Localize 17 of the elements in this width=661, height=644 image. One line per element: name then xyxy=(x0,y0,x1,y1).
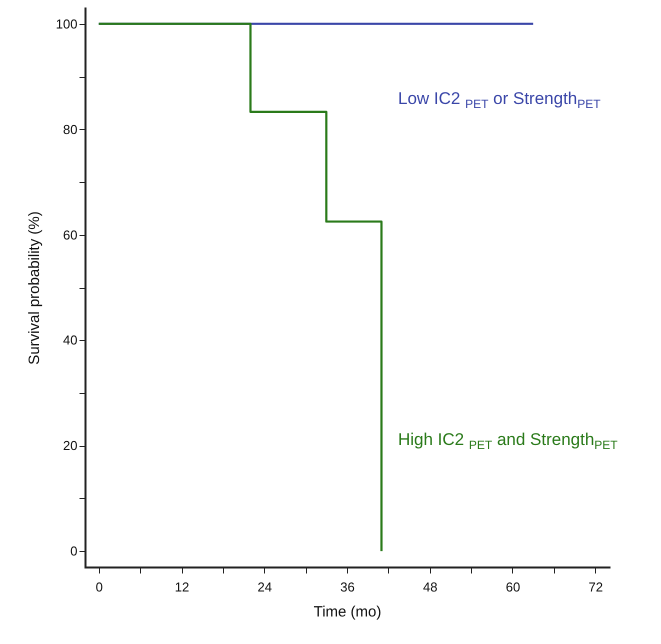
y-tick-label: 80 xyxy=(63,122,78,137)
series-label: High IC2 $_{PET}$ and Strength$_{PET}$ xyxy=(398,430,618,452)
y-axis-title: Survival probability (%) xyxy=(26,211,43,365)
x-tick-label: 48 xyxy=(423,580,438,594)
y-tick-label: 20 xyxy=(63,438,78,454)
y-tick-label: 60 xyxy=(63,227,78,242)
x-tick-label: 36 xyxy=(340,580,355,594)
y-tick-label: 0 xyxy=(70,544,78,559)
y-tick-label: 100 xyxy=(56,16,78,32)
x-tick-label: 12 xyxy=(174,580,190,594)
x-axis-title: Time (mo) xyxy=(314,604,382,620)
x-tick-label: 60 xyxy=(506,580,520,594)
x-tick-label: 24 xyxy=(258,580,272,594)
y-tick-label: 40 xyxy=(63,332,78,348)
text: Low IC2 $_{PET}$ or Strength$_{PET}$ xyxy=(398,89,602,111)
x-tick-label: 72 xyxy=(588,580,603,594)
x-tick-label: 0 xyxy=(96,580,103,594)
